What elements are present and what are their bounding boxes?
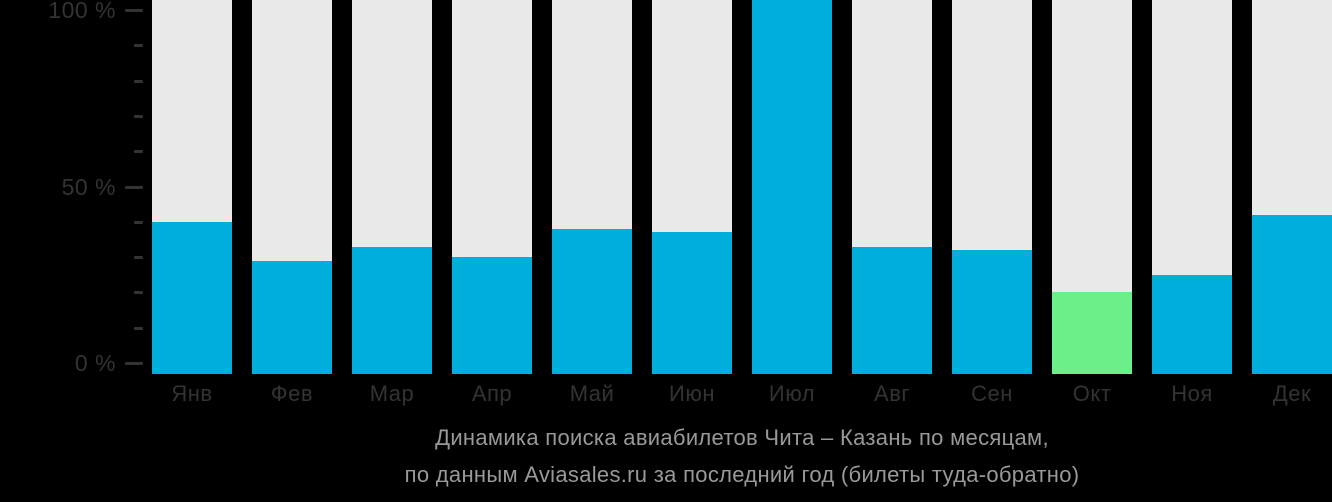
- bar-column: [1052, 0, 1132, 374]
- bar-column: [1252, 0, 1332, 374]
- month-label: Июн: [669, 381, 715, 406]
- bar-column: [952, 0, 1032, 374]
- bar-column: [652, 0, 732, 374]
- bar-column: [452, 0, 532, 374]
- bar-fill: [152, 222, 232, 374]
- bar-column: [1152, 0, 1232, 374]
- y-tick-minor: [134, 150, 143, 153]
- bar-fill: [1252, 215, 1332, 374]
- y-tick-minor: [134, 80, 143, 83]
- month-label: Июл: [768, 381, 816, 406]
- bar-column: [252, 0, 332, 374]
- month-label: Фев: [270, 381, 314, 406]
- chart-title-line2: по данным Aviasales.ru за последний год …: [404, 462, 1080, 487]
- y-tick-minor: [134, 221, 143, 224]
- y-tick-minor: [134, 44, 143, 47]
- y-tick-label: 100 %: [48, 0, 116, 23]
- month-label: Янв: [171, 381, 213, 406]
- bar-column: [152, 0, 232, 374]
- bar-fill: [252, 261, 332, 374]
- bar-fill: [1052, 292, 1132, 374]
- y-tick-major: [125, 9, 143, 12]
- bar-column: [752, 0, 832, 374]
- y-tick-major: [125, 362, 143, 365]
- month-label: Мар: [369, 381, 415, 406]
- bar-fill: [552, 229, 632, 374]
- month-label: Окт: [1072, 381, 1112, 406]
- y-tick-minor: [134, 256, 143, 259]
- bar-column: [852, 0, 932, 374]
- y-tick-major: [125, 186, 143, 189]
- bar-fill: [452, 257, 532, 374]
- month-label: Сен: [971, 381, 1013, 406]
- chart-title-line1: Динамика поиска авиабилетов Чита – Казан…: [435, 425, 1049, 450]
- month-label: Ноя: [1171, 381, 1213, 406]
- bar-fill: [852, 247, 932, 374]
- bar-fill: [652, 232, 732, 374]
- bar-fill: [352, 247, 432, 374]
- x-axis-labels: Янв Фев Мар Апр Май Июн Июл Авг Сен Окт Ноя Дек: [152, 374, 1332, 407]
- y-axis: 100 % 50 % 0 %: [0, 0, 152, 376]
- bar-fill: [952, 250, 1032, 374]
- y-tick-minor: [134, 115, 143, 118]
- chart-title: Динамика поиска авиабилетов Чита – Казан…: [152, 419, 1332, 493]
- month-label: Авг: [874, 381, 910, 406]
- month-label: Апр: [471, 381, 513, 406]
- bars-area: [152, 0, 1332, 374]
- y-tick-minor: [134, 291, 143, 294]
- y-tick-label: 50 %: [61, 174, 116, 200]
- bar-fill: [752, 0, 832, 374]
- plot-area: 100 % 50 % 0 %: [0, 0, 1332, 376]
- month-label: Дек: [1272, 381, 1312, 406]
- y-tick-minor: [134, 327, 143, 330]
- bar-fill: [1152, 275, 1232, 374]
- bar-column: [352, 0, 432, 374]
- month-label: Май: [569, 381, 615, 406]
- bar-column: [552, 0, 632, 374]
- y-tick-label: 0 %: [74, 350, 116, 376]
